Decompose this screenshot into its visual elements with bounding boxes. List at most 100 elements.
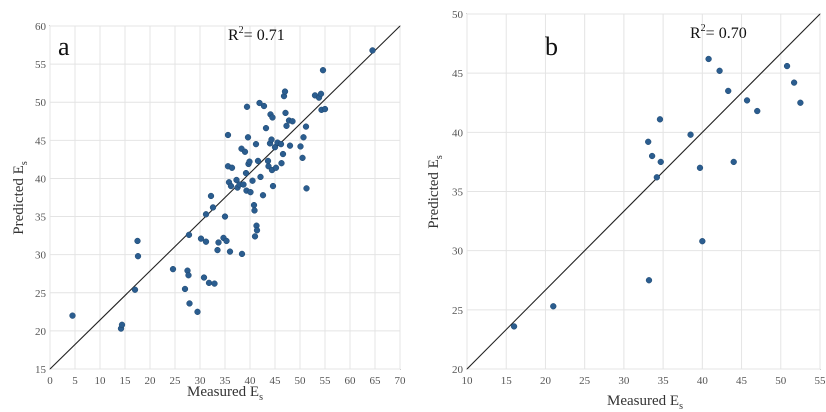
data-point xyxy=(303,185,310,192)
data-point xyxy=(790,79,798,86)
y-tick-label: 25 xyxy=(35,288,47,300)
data-point xyxy=(256,99,263,107)
data-point xyxy=(249,177,256,184)
panel-a-x-axis-word: Measured xyxy=(187,384,247,400)
data-point xyxy=(240,181,247,188)
data-point xyxy=(656,116,664,123)
data-point xyxy=(319,67,327,74)
data-point xyxy=(550,303,557,310)
data-point xyxy=(224,131,232,139)
data-point xyxy=(221,213,229,220)
data-point xyxy=(743,97,751,104)
data-point xyxy=(754,107,761,115)
data-point xyxy=(200,274,208,281)
data-point xyxy=(260,102,268,110)
panel-b-tick-labels: 10 15 20 25 30 35 40 45 50 55 20 25 30 35 40 45 50 xyxy=(452,9,826,387)
panel-a: 0 5 10 15 20 25 30 35 40 45 50 55 60 65 70 15 20 25 30 35 40… xyxy=(11,21,406,403)
y-tick-label: 30 xyxy=(35,250,47,262)
panel-b-y-axis-symbol: E xyxy=(426,159,442,168)
x-tick-label: 10 xyxy=(462,375,474,387)
panel-a-r2-superscript: 2 xyxy=(239,25,244,36)
panel-a-y-axis-title: Predicted Es xyxy=(11,161,30,235)
data-point xyxy=(207,192,215,200)
data-point xyxy=(118,321,126,328)
y-tick-label: 20 xyxy=(452,364,464,376)
data-point xyxy=(716,67,723,74)
y-tick-label: 25 xyxy=(452,305,464,317)
data-point xyxy=(696,164,704,171)
data-point xyxy=(286,142,294,149)
data-point xyxy=(279,150,287,158)
data-point xyxy=(797,99,804,106)
data-point xyxy=(730,158,737,166)
panel-a-y-axis-word: Predicted xyxy=(11,178,27,235)
panel-b-x-axis-symbol: E xyxy=(670,393,679,409)
data-point xyxy=(69,312,76,319)
data-point xyxy=(238,250,246,258)
y-tick-label: 45 xyxy=(35,135,47,147)
data-point xyxy=(281,88,289,95)
panel-a-y-axis-subscript: s xyxy=(19,161,30,165)
data-point xyxy=(226,248,234,255)
data-point xyxy=(725,87,732,95)
panel-b-r2-superscript: 2 xyxy=(701,23,706,34)
data-point xyxy=(262,124,270,132)
y-tick-label: 50 xyxy=(35,97,47,109)
x-tick-label: 45 xyxy=(736,375,748,387)
data-point xyxy=(241,148,249,155)
data-point xyxy=(648,152,656,160)
data-point xyxy=(278,160,285,167)
data-point xyxy=(783,62,791,70)
data-point xyxy=(185,272,192,279)
data-point xyxy=(264,157,272,165)
x-tick-label: 0 xyxy=(47,375,53,387)
panel-b: 10 15 20 25 30 35 40 45 50 55 20 25 30 35 40 45 50 b R2=… xyxy=(426,9,826,412)
data-point xyxy=(250,201,258,209)
data-point xyxy=(510,323,518,330)
data-point xyxy=(283,122,290,130)
data-point xyxy=(321,105,329,113)
panel-a-x-axis-symbol: E xyxy=(250,384,259,400)
panel-b-r2-symbol: R xyxy=(690,25,701,42)
data-point xyxy=(369,47,376,54)
data-point xyxy=(645,138,652,145)
data-point xyxy=(269,182,277,190)
y-tick-label: 35 xyxy=(35,212,47,224)
x-tick-label: 25 xyxy=(579,375,591,387)
x-tick-label: 25 xyxy=(170,375,182,387)
data-point xyxy=(131,286,139,293)
data-point xyxy=(209,204,217,211)
data-point xyxy=(687,131,694,138)
data-point xyxy=(277,140,285,148)
x-tick-label: 20 xyxy=(145,375,157,387)
panel-a-y-axis-symbol: E xyxy=(11,165,27,174)
data-point xyxy=(705,55,712,63)
data-point xyxy=(223,237,230,245)
data-point xyxy=(185,231,193,238)
data-point xyxy=(699,238,706,245)
data-point xyxy=(205,279,213,287)
y-tick-label: 45 xyxy=(452,68,464,80)
data-point xyxy=(134,237,141,245)
panel-a-r2-symbol: R xyxy=(228,27,239,44)
panel-b-data-points xyxy=(510,55,804,330)
panel-b-x-axis-title: Measured Es xyxy=(607,393,683,412)
y-tick-label: 20 xyxy=(35,326,47,338)
data-point xyxy=(269,114,276,121)
data-point xyxy=(653,174,660,181)
data-point xyxy=(268,136,275,143)
y-tick-label: 35 xyxy=(452,187,464,199)
data-point xyxy=(254,157,262,165)
data-point xyxy=(247,189,254,196)
data-point xyxy=(289,118,296,125)
data-point xyxy=(202,238,210,245)
x-tick-label: 60 xyxy=(345,375,357,387)
data-point xyxy=(251,207,258,214)
data-point xyxy=(228,164,236,171)
panel-b-x-axis-subscript: s xyxy=(679,401,683,412)
x-tick-label: 15 xyxy=(501,375,513,387)
data-point xyxy=(197,235,205,242)
data-point xyxy=(257,173,264,181)
x-tick-label: 40 xyxy=(697,375,709,387)
